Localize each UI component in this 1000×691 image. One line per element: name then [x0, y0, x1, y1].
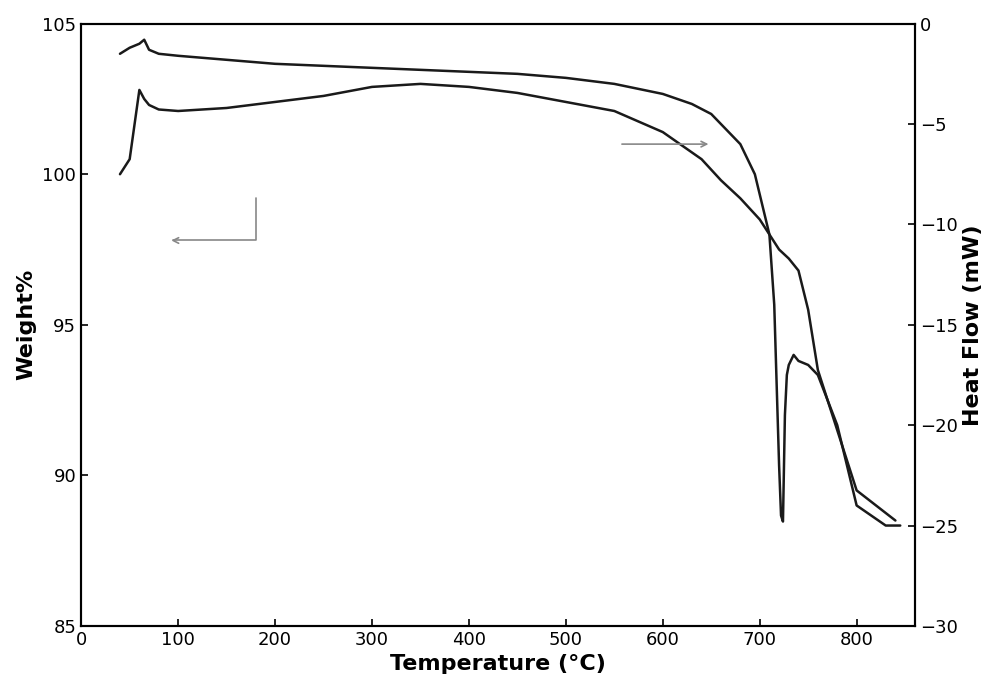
Y-axis label: Weight%: Weight%	[17, 269, 37, 381]
X-axis label: Temperature (°C): Temperature (°C)	[390, 654, 606, 674]
Y-axis label: Heat Flow (mW): Heat Flow (mW)	[963, 224, 983, 426]
